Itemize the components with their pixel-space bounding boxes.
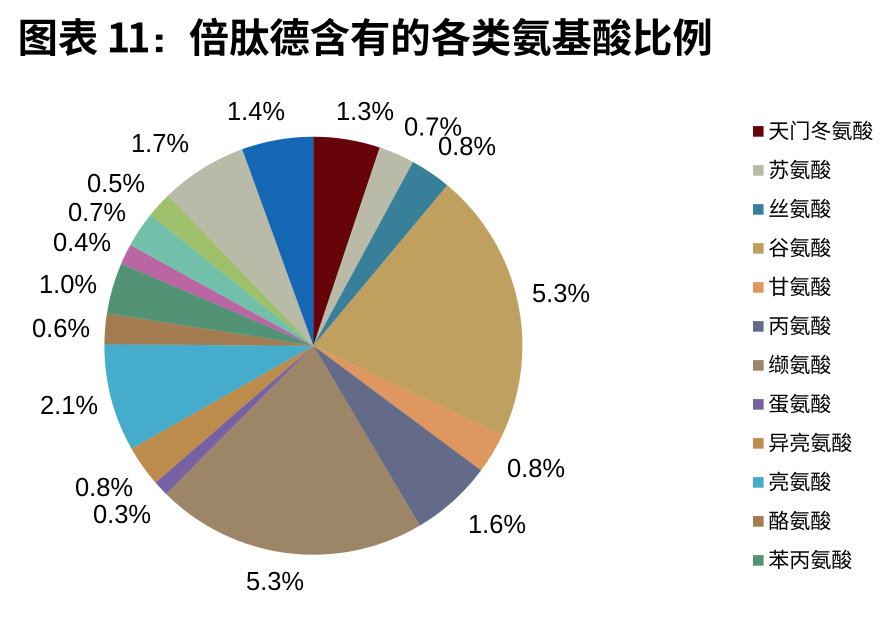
svg-text:1.7%: 1.7% [131,130,189,158]
svg-text:0.3%: 0.3% [93,501,151,529]
svg-text:0.5%: 0.5% [87,170,145,198]
svg-text:2.1%: 2.1% [40,392,98,420]
svg-text:0.4%: 0.4% [53,229,111,257]
svg-text:0.6%: 0.6% [32,315,90,343]
svg-text:1.4%: 1.4% [227,98,285,126]
svg-text:1.3%: 1.3% [336,98,394,126]
svg-text:1.6%: 1.6% [468,511,526,539]
svg-text:0.8%: 0.8% [507,455,565,483]
svg-text:0.7%: 0.7% [404,114,462,142]
svg-text:5.3%: 5.3% [246,568,304,596]
svg-text:5.3%: 5.3% [532,280,590,308]
svg-text:0.8%: 0.8% [75,474,133,502]
svg-text:0.7%: 0.7% [68,199,126,227]
svg-text:0.8%: 0.8% [438,133,496,161]
svg-text:1.0%: 1.0% [39,271,97,299]
